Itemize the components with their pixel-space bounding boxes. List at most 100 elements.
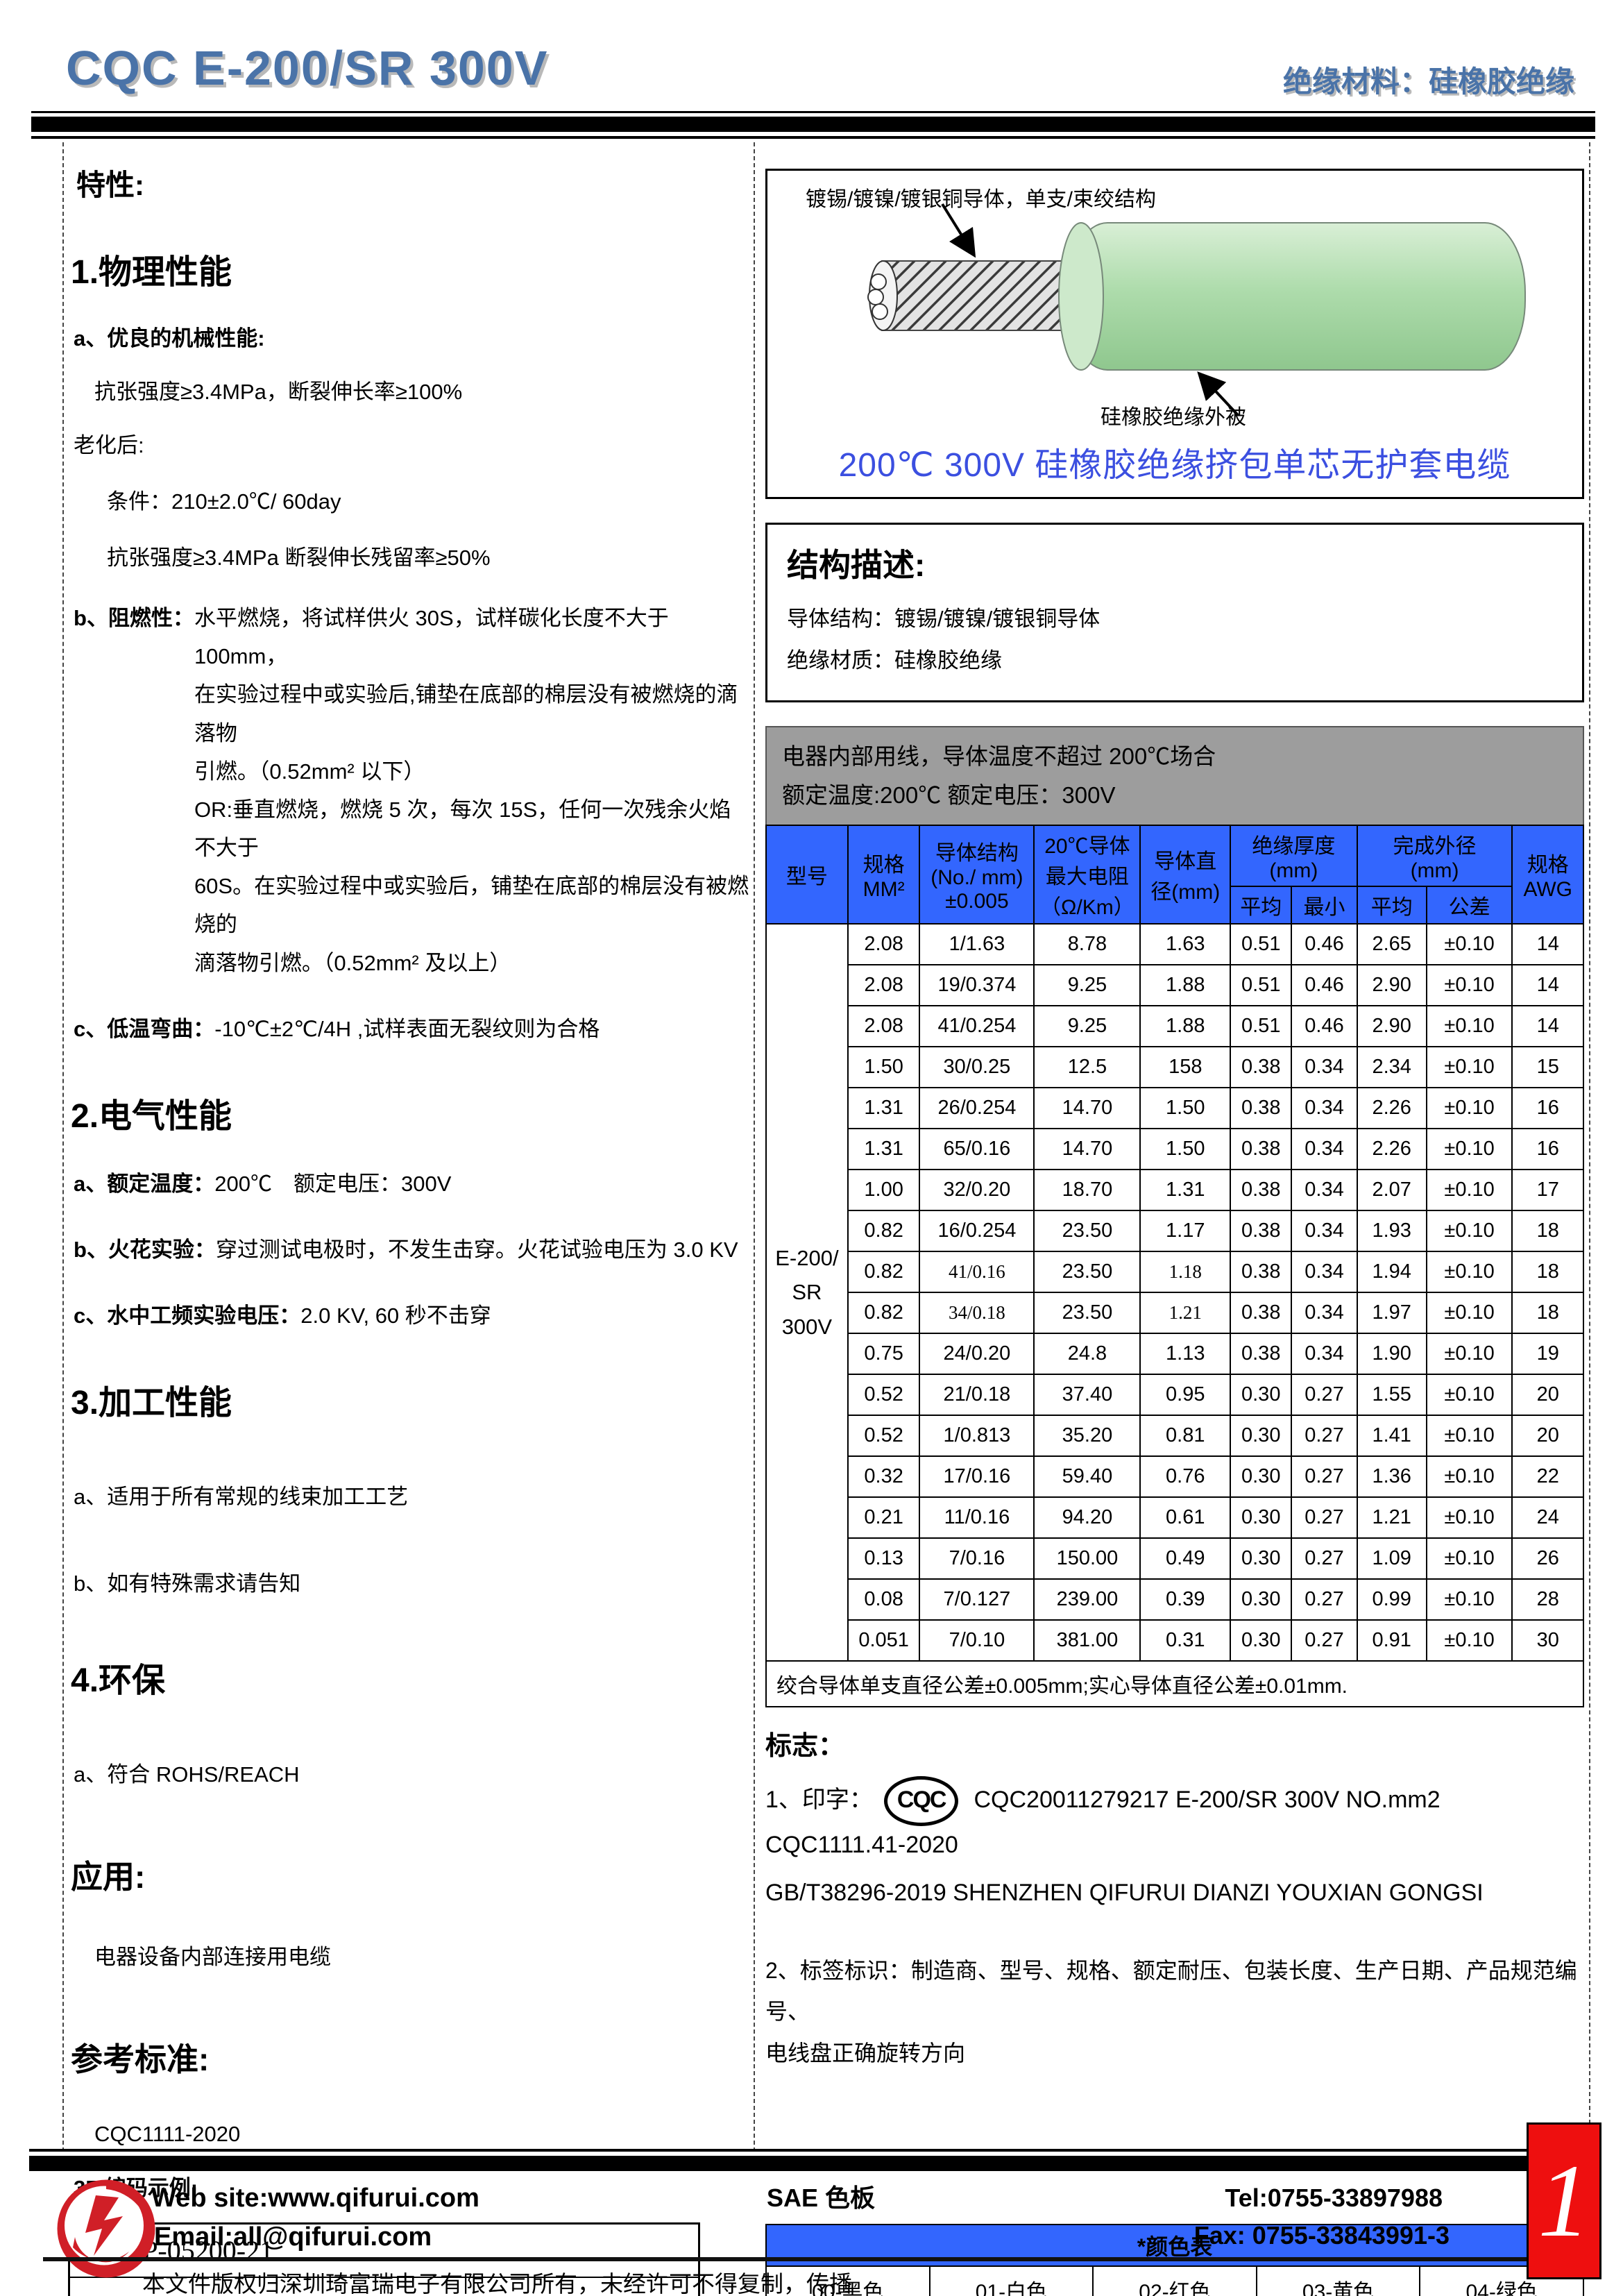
feature-heading: 参考标准: bbox=[71, 2041, 210, 2078]
spec-cell: 0.39 bbox=[1139, 1578, 1232, 1621]
spec-cell: 1.31 bbox=[1139, 1169, 1232, 1212]
col-resistance: 20℃导体 最大电阻 （Ω/Km） bbox=[1033, 825, 1141, 925]
spec-cell: ±0.10 bbox=[1425, 1537, 1513, 1580]
spec-cell: 0.27 bbox=[1291, 1496, 1358, 1539]
spec-cell: 1.50 bbox=[847, 1046, 921, 1089]
feature-item: b、火花实验： 穿过测试电极时，不发生击穿。火花试验电压为 3.0 KV bbox=[74, 1231, 751, 1269]
spec-cell: 0.99 bbox=[1356, 1578, 1427, 1621]
feature-line: 条件：210±2.0℃/ 60day bbox=[107, 489, 341, 514]
header-divider bbox=[31, 111, 1595, 113]
spec-cell: 0.82 bbox=[847, 1251, 921, 1294]
spec-cell: 0.08 bbox=[847, 1578, 921, 1621]
spec-cell: 9.25 bbox=[1033, 1005, 1141, 1048]
spec-cell: 41/0.16 bbox=[919, 1251, 1035, 1294]
spec-cell: 23.50 bbox=[1033, 1210, 1141, 1253]
feature-heading: 4.环保 bbox=[71, 1662, 166, 1700]
color-cell: 00-黑色 bbox=[765, 2265, 931, 2296]
usage-banner: 电器内部用线，导体温度不超过 200℃场合 额定温度:200℃ 额定电压：300… bbox=[765, 725, 1584, 825]
spec-cell: ±0.10 bbox=[1425, 1374, 1513, 1417]
center-dashed-border bbox=[754, 142, 755, 2152]
feature-line: CQC1111-2020 bbox=[94, 2122, 241, 2147]
feature-line: a、优良的机械性能: bbox=[74, 326, 265, 351]
spec-cell: 0.27 bbox=[1291, 1415, 1358, 1458]
spec-cell: 18 bbox=[1511, 1210, 1584, 1253]
spec-cell: 16 bbox=[1511, 1128, 1584, 1171]
color-row: 00-黑色 01-白色 02-红色 03-黄色 04-绿色 bbox=[765, 2265, 1584, 2296]
jacket-label: 硅橡胶绝缘外被 bbox=[1101, 406, 1246, 429]
spec-cell: 150.00 bbox=[1033, 1537, 1141, 1580]
spec-model-cell: E-200/ SR 300V bbox=[765, 923, 849, 1662]
spec-cell: 0.21 bbox=[847, 1496, 921, 1539]
diagram-caption: 200℃ 300V 硅橡胶绝缘挤包单芯无护套电缆 bbox=[838, 447, 1511, 484]
spec-cell: 2.08 bbox=[847, 1005, 921, 1048]
feature-item: b、阻燃性： 水平燃烧，将试样供火 30S，试样碳化长度不大于 100mm， 在实… bbox=[74, 599, 751, 982]
spec-cell: 0.051 bbox=[847, 1619, 921, 1662]
spec-cell: 0.51 bbox=[1230, 964, 1293, 1007]
sae-heading: SAE 色板 bbox=[767, 2183, 876, 2212]
spec-cell: 0.34 bbox=[1291, 1210, 1358, 1253]
spec-cell: ±0.10 bbox=[1425, 1087, 1513, 1130]
spec-cell: 1.41 bbox=[1356, 1415, 1427, 1458]
spec-cell: 17 bbox=[1511, 1169, 1584, 1212]
spec-cell: 1.94 bbox=[1356, 1251, 1427, 1294]
feature-item-text: 2.0 KV, 60 秒不击穿 bbox=[300, 1303, 491, 1328]
spec-cell: ±0.10 bbox=[1425, 1169, 1513, 1212]
spec-cell: 0.38 bbox=[1230, 1046, 1293, 1089]
spec-cell: 0.46 bbox=[1291, 964, 1358, 1007]
feature-line: b、如有特殊需求请告知 bbox=[74, 1571, 301, 1596]
spec-cell: 0.30 bbox=[1230, 1496, 1293, 1539]
spec-cell: 239.00 bbox=[1033, 1578, 1141, 1621]
spec-cell: 14 bbox=[1511, 964, 1584, 1007]
spec-cell: 0.52 bbox=[847, 1374, 921, 1417]
spec-cell: 28 bbox=[1511, 1578, 1584, 1621]
spec-cell: 30 bbox=[1511, 1619, 1584, 1662]
feature-line: a、适用于所有常规的线束加工工艺 bbox=[74, 1485, 409, 1510]
spec-cell: 19 bbox=[1511, 1333, 1584, 1376]
spec-cell: 1.55 bbox=[1356, 1374, 1427, 1417]
spec-cell: 14 bbox=[1511, 1005, 1584, 1048]
spec-cell: 41/0.254 bbox=[919, 1005, 1035, 1048]
col-insulation-group: 绝缘厚度 (mm) bbox=[1230, 825, 1358, 888]
spec-cell: 7/0.10 bbox=[919, 1619, 1035, 1662]
footer-fax: Fax: 0755-33843991-3 bbox=[1193, 2221, 1450, 2249]
page-title: CQC E-200/SR 300V bbox=[66, 41, 549, 95]
spec-cell: 0.49 bbox=[1139, 1537, 1232, 1580]
spec-cell: ±0.10 bbox=[1425, 1619, 1513, 1662]
spec-cell: 23.50 bbox=[1033, 1251, 1141, 1294]
spec-cell: 0.82 bbox=[847, 1292, 921, 1335]
spec-cell: ±0.10 bbox=[1425, 1128, 1513, 1171]
spec-cell: 0.34 bbox=[1291, 1251, 1358, 1294]
feature-item: a、额定温度： 200℃ 额定电压：300V bbox=[74, 1165, 751, 1203]
spec-row: 2.08 41/0.254 9.25 1.88 0.51 0.46 2.90 ±0.10 14 bbox=[766, 1005, 1584, 1048]
col-od-tol: 公差 bbox=[1425, 886, 1513, 925]
spec-cell: 0.30 bbox=[1230, 1455, 1293, 1499]
cable-diagram-box: 镀锡/镀镍/镀银铜导体，单支/束绞结构 硅橡胶绝缘外被 200℃ 300V 硅橡… bbox=[765, 169, 1584, 499]
spec-cell: 0.30 bbox=[1230, 1537, 1293, 1580]
spec-cell: 1.00 bbox=[847, 1169, 921, 1212]
spec-row: 1.50 30/0.25 12.5 158 0.38 0.34 2.34 ±0.10 15 bbox=[766, 1046, 1584, 1089]
structure-line: 导体结构：镀锡/镀镍/镀银铜导体 bbox=[787, 607, 1101, 631]
spec-cell: 0.13 bbox=[847, 1537, 921, 1580]
footer-website: Web site:www.qifurui.com bbox=[151, 2184, 479, 2213]
spec-cell: 59.40 bbox=[1033, 1455, 1141, 1499]
spec-cell: ±0.10 bbox=[1425, 1455, 1513, 1499]
footer-rule bbox=[29, 2149, 1590, 2152]
spec-row: 1.31 26/0.254 14.70 1.50 0.38 0.34 2.26 ±0.10 16 bbox=[766, 1087, 1584, 1130]
spec-cell: 158 bbox=[1139, 1046, 1232, 1089]
spec-cell: ±0.10 bbox=[1425, 923, 1513, 966]
specification-table: 型号 规格 MM² 导体结构 (No./ mm) ±0.005 20℃导体 最大… bbox=[765, 825, 1584, 1708]
spec-cell: 0.34 bbox=[1291, 1333, 1358, 1376]
spec-cell: ±0.10 bbox=[1425, 1578, 1513, 1621]
label-identification-para: 2、标签标识：制造商、型号、规格、额定耐压、包装长度、生产日期、产品规范编号、 … bbox=[765, 1958, 1577, 2066]
spec-cell: 2.08 bbox=[847, 923, 921, 966]
spec-cell: 2.90 bbox=[1356, 964, 1427, 1007]
spec-cell: 0.75 bbox=[847, 1333, 921, 1376]
conductor-arrow bbox=[941, 203, 976, 258]
spec-cell: 7/0.16 bbox=[919, 1537, 1035, 1580]
col-od-avg: 平均 bbox=[1356, 886, 1427, 925]
spec-cell: 0.27 bbox=[1291, 1455, 1358, 1499]
spec-cell: 0.27 bbox=[1291, 1578, 1358, 1621]
spec-row: 0.82 41/0.16 23.50 1.18 0.38 0.34 1.94 ±0.10 18 bbox=[766, 1251, 1584, 1294]
header-divider-bar bbox=[31, 117, 1595, 132]
color-cell: 02-红色 bbox=[1092, 2265, 1257, 2296]
